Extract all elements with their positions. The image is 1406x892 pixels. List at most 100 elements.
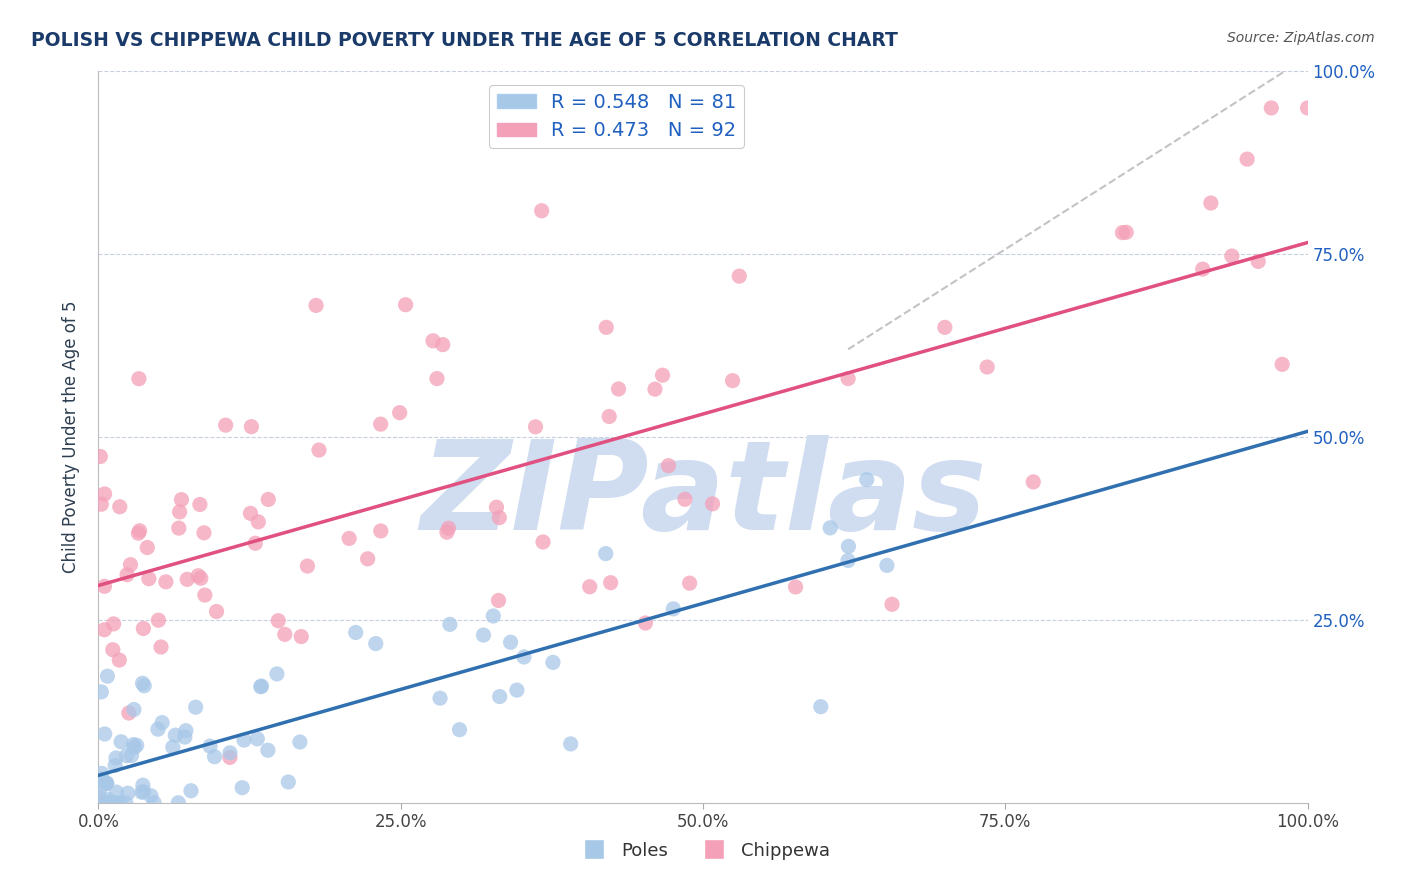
- Point: [132, 778, 155, 792]
- Point: [193, 525, 215, 540]
- Point: [673, 492, 696, 507]
- Point: [257, 492, 280, 507]
- Point: [131, 676, 153, 690]
- Point: [214, 418, 236, 433]
- Point: [449, 723, 471, 737]
- Point: [855, 473, 877, 487]
- Point: [247, 515, 270, 529]
- Text: POLISH VS CHIPPEWA CHILD POVERTY UNDER THE AGE OF 5 CORRELATION CHART: POLISH VS CHIPPEWA CHILD POVERTY UNDER T…: [31, 31, 898, 50]
- Point: [115, 567, 138, 582]
- Point: [121, 748, 143, 763]
- Point: [344, 625, 367, 640]
- Point: [1271, 357, 1294, 371]
- Point: [108, 500, 131, 514]
- Text: ZIPatlas: ZIPatlas: [420, 435, 986, 556]
- Point: [305, 298, 328, 312]
- Point: [93, 796, 115, 810]
- Point: [657, 458, 679, 473]
- Point: [482, 609, 505, 624]
- Point: [187, 568, 209, 582]
- Point: [148, 613, 170, 627]
- Point: [184, 700, 207, 714]
- Point: [125, 739, 148, 753]
- Point: [290, 630, 312, 644]
- Point: [138, 572, 160, 586]
- Point: [98, 796, 121, 810]
- Point: [277, 775, 299, 789]
- Point: [607, 382, 630, 396]
- Point: [124, 740, 146, 755]
- Point: [818, 521, 841, 535]
- Point: [89, 450, 111, 464]
- Point: [114, 796, 136, 810]
- Point: [143, 796, 166, 810]
- Point: [721, 374, 744, 388]
- Point: [250, 679, 273, 693]
- Point: [308, 443, 330, 458]
- Point: [426, 371, 449, 385]
- Point: [108, 653, 131, 667]
- Point: [388, 406, 411, 420]
- Point: [90, 780, 112, 795]
- Point: [93, 727, 115, 741]
- Point: [180, 783, 202, 797]
- Point: [90, 685, 112, 699]
- Point: [89, 789, 111, 804]
- Point: [257, 743, 280, 757]
- Point: [169, 505, 191, 519]
- Point: [120, 558, 142, 572]
- Point: [117, 786, 139, 800]
- Point: [104, 796, 127, 810]
- Point: [198, 739, 221, 754]
- Point: [678, 576, 700, 591]
- Point: [162, 740, 184, 755]
- Point: [131, 785, 153, 799]
- Point: [89, 772, 111, 786]
- Point: [288, 735, 311, 749]
- Point: [118, 706, 141, 720]
- Point: [702, 497, 724, 511]
- Point: [96, 776, 118, 790]
- Point: [110, 735, 132, 749]
- Point: [93, 579, 115, 593]
- Point: [595, 547, 617, 561]
- Point: [1296, 101, 1319, 115]
- Point: [364, 637, 387, 651]
- Point: [105, 785, 128, 799]
- Point: [110, 796, 132, 810]
- Point: [122, 738, 145, 752]
- Point: [1260, 101, 1282, 115]
- Point: [122, 702, 145, 716]
- Point: [231, 780, 253, 795]
- Point: [136, 541, 159, 555]
- Point: [101, 796, 124, 810]
- Point: [90, 766, 112, 780]
- Point: [240, 419, 263, 434]
- Point: [267, 614, 290, 628]
- Point: [837, 553, 859, 567]
- Point: [560, 737, 582, 751]
- Point: [934, 320, 956, 334]
- Point: [104, 796, 127, 810]
- Point: [103, 616, 125, 631]
- Point: [499, 635, 522, 649]
- Point: [1247, 254, 1270, 268]
- Point: [150, 715, 173, 730]
- Point: [194, 588, 217, 602]
- Point: [976, 359, 998, 374]
- Point: [94, 776, 117, 790]
- Point: [127, 526, 149, 541]
- Point: [97, 796, 120, 810]
- Point: [357, 551, 380, 566]
- Point: [128, 524, 150, 538]
- Point: [97, 796, 120, 810]
- Point: [1199, 196, 1222, 211]
- Point: [239, 506, 262, 520]
- Point: [297, 559, 319, 574]
- Point: [170, 492, 193, 507]
- Point: [595, 320, 617, 334]
- Point: [541, 656, 564, 670]
- Point: [506, 683, 529, 698]
- Point: [90, 497, 112, 511]
- Point: [439, 617, 461, 632]
